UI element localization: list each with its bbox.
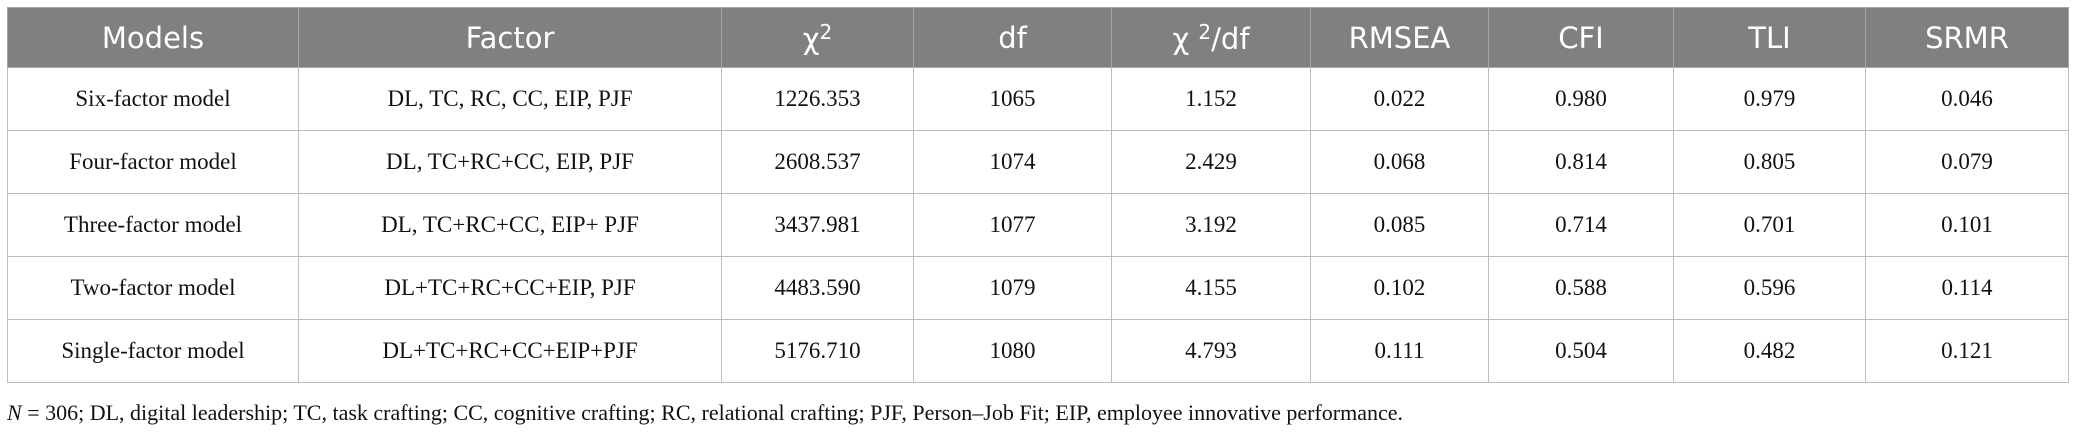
table-cell: 0.022 — [1310, 67, 1489, 131]
table-cell: 0.482 — [1673, 319, 1866, 383]
table-body: Six-factor model DL, TC, RC, CC, EIP, PJF… — [7, 67, 2069, 383]
fit-table: Models Factor χ2 df χ 2/df RMSEA CFI TLI SRMR Si… — [7, 7, 2069, 383]
table-cell: 1079 — [913, 256, 1112, 320]
table-cell: 0.980 — [1488, 67, 1674, 131]
table-cell: DL+TC+RC+CC+EIP+PJF — [298, 319, 722, 383]
table-row: Single-factor model DL+TC+RC+CC+EIP+PJF 51… — [7, 319, 2069, 383]
header-sup: 2 — [819, 19, 833, 44]
table-cell: 0.102 — [1310, 256, 1489, 320]
table-cell: 2.429 — [1111, 130, 1311, 194]
table-cell: 3437.981 — [721, 193, 914, 257]
header-cell: TLI — [1673, 7, 1866, 68]
table-cell: 1.152 — [1111, 67, 1311, 131]
table-cell: 0.588 — [1488, 256, 1674, 320]
header-cell: SRMR — [1865, 7, 2069, 68]
table-cell: 0.596 — [1673, 256, 1866, 320]
table-cell: Four-factor model — [7, 130, 299, 194]
header-cell: χ 2/df — [1111, 7, 1311, 68]
table-cell: DL, TC, RC, CC, EIP, PJF — [298, 67, 722, 131]
table-row: Four-factor model DL, TC+RC+CC, EIP, PJF 2… — [7, 130, 2069, 194]
table-cell: 0.046 — [1865, 67, 2069, 131]
table-cell: 1065 — [913, 67, 1112, 131]
table-cell: 0.701 — [1673, 193, 1866, 257]
table-cell: DL, TC+RC+CC, EIP+ PJF — [298, 193, 722, 257]
table-cell: 4.155 — [1111, 256, 1311, 320]
table-cell: 2608.537 — [721, 130, 914, 194]
header-row: Models Factor χ2 df χ 2/df RMSEA CFI TLI SRMR — [7, 7, 2069, 68]
header-cell: Models — [7, 7, 299, 68]
table-cell: 0.714 — [1488, 193, 1674, 257]
table-cell: 0.114 — [1865, 256, 2069, 320]
table-cell: Two-factor model — [7, 256, 299, 320]
header-cell: χ2 — [721, 7, 914, 68]
table-cell: 1080 — [913, 319, 1112, 383]
table-cell: 3.192 — [1111, 193, 1311, 257]
table-cell: 0.979 — [1673, 67, 1866, 131]
table-cell: 1226.353 — [721, 67, 914, 131]
table-cell: 0.805 — [1673, 130, 1866, 194]
footnote-n: N — [7, 400, 22, 425]
header-cell: CFI — [1488, 7, 1674, 68]
table-cell: DL, TC+RC+CC, EIP, PJF — [298, 130, 722, 194]
footnote: N = 306; DL, digital leadership; TC, tas… — [7, 400, 1403, 426]
table-cell: 0.504 — [1488, 319, 1674, 383]
table-cell: 0.079 — [1865, 130, 2069, 194]
table-cell: Single-factor model — [7, 319, 299, 383]
header-after: /df — [1211, 21, 1250, 56]
table-cell: 1077 — [913, 193, 1112, 257]
table-cell: Six-factor model — [7, 67, 299, 131]
table-cell: 0.111 — [1310, 319, 1489, 383]
header-text: χ — [802, 21, 820, 56]
table-row: Two-factor model DL+TC+RC+CC+EIP, PJF 4483… — [7, 256, 2069, 320]
header-text: χ — [1172, 21, 1199, 56]
table-row: Six-factor model DL, TC, RC, CC, EIP, PJF… — [7, 67, 2069, 131]
header-cell: df — [913, 7, 1112, 68]
table-cell: Three-factor model — [7, 193, 299, 257]
header-sup: 2 — [1198, 19, 1212, 44]
table-cell: 0.085 — [1310, 193, 1489, 257]
table-cell: 0.814 — [1488, 130, 1674, 194]
header-cell: Factor — [298, 7, 722, 68]
table-cell: 4.793 — [1111, 319, 1311, 383]
table-cell: DL+TC+RC+CC+EIP, PJF — [298, 256, 722, 320]
table-row: Three-factor model DL, TC+RC+CC, EIP+ PJF… — [7, 193, 2069, 257]
table-cell: 5176.710 — [721, 319, 914, 383]
table-cell: 0.101 — [1865, 193, 2069, 257]
table-cell: 4483.590 — [721, 256, 914, 320]
table-cell: 0.068 — [1310, 130, 1489, 194]
table-cell: 0.121 — [1865, 319, 2069, 383]
header-cell: RMSEA — [1310, 7, 1489, 68]
table-cell: 1074 — [913, 130, 1112, 194]
footnote-text: = 306; DL, digital leadership; TC, task … — [21, 400, 1403, 425]
